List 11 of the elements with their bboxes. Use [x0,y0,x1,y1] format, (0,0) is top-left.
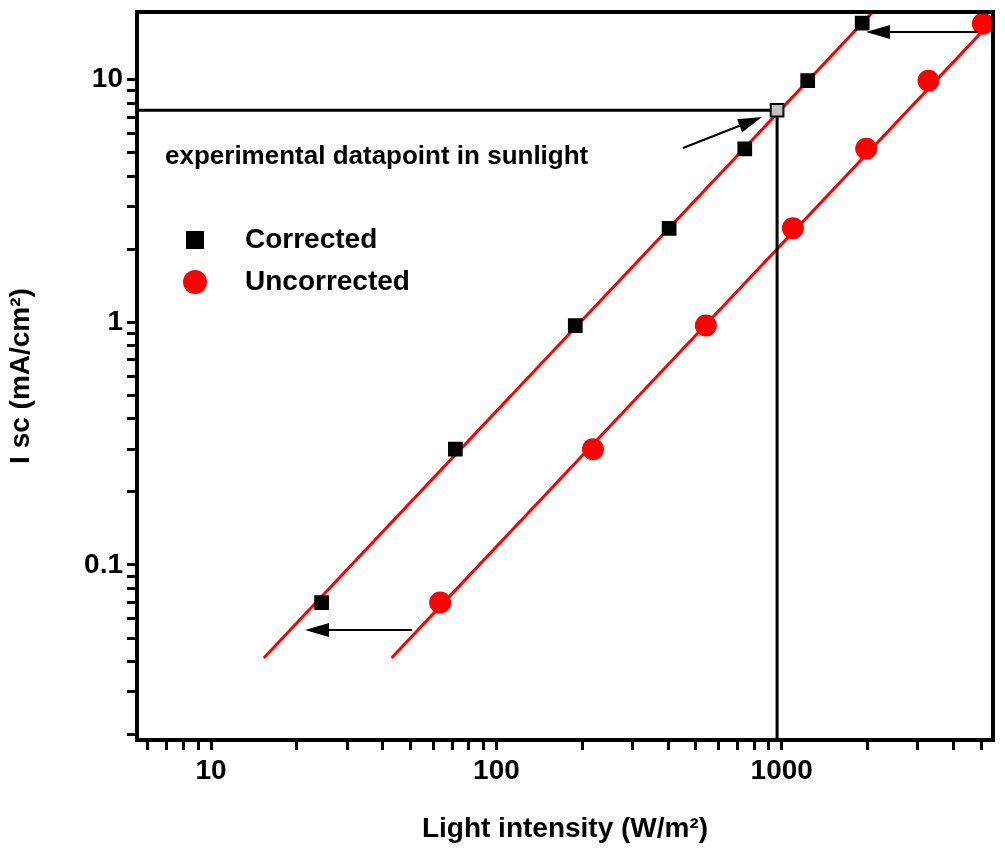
x-axis-title: Light intensity (W/m²) [421,811,709,843]
y-tick-label: 10 [91,62,123,94]
x-tick-label: 10 [195,753,227,785]
x-tick-label: 1000 [750,753,813,785]
y-axis-title: I sc (mA/cm²) [3,288,35,464]
legend-label: Uncorrected [245,264,410,296]
y-tick-label: 1 [107,305,123,337]
annotation: experimental datapoint in sunlight [165,140,589,170]
y-tick-label: 0.1 [84,547,123,579]
legend-label: Corrected [245,222,378,254]
x-tick-label: 100 [473,753,520,785]
